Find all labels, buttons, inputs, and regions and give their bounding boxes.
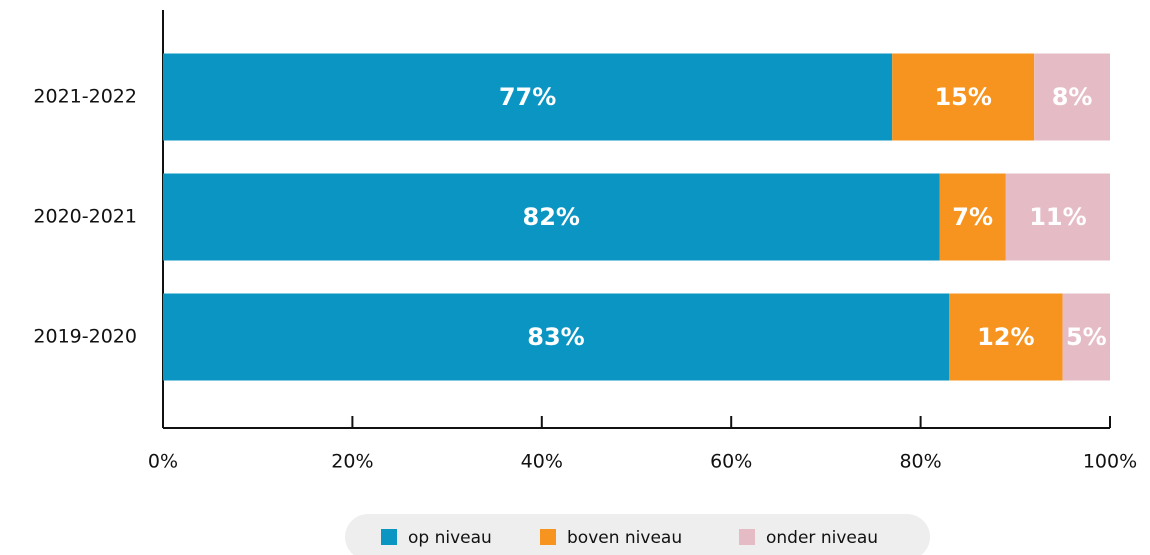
y-tick-label: 2020-2021 <box>33 206 137 228</box>
bar-segment <box>163 293 950 381</box>
bar-segment <box>939 173 1006 261</box>
legend-swatch <box>540 529 556 545</box>
bar-segment <box>163 173 940 261</box>
value-label: 8% <box>1052 83 1093 111</box>
legend-label: boven niveau <box>567 528 682 548</box>
value-label: 83% <box>527 323 584 351</box>
y-tick-label: 2019-2020 <box>33 326 137 348</box>
value-label: 7% <box>952 203 993 231</box>
bar-segment <box>163 53 893 141</box>
bar-segment <box>892 53 1035 141</box>
y-tick-label: 2021-2022 <box>33 86 137 108</box>
bar-segment <box>1034 53 1110 141</box>
legend-swatch <box>739 529 755 545</box>
value-label: 82% <box>523 203 580 231</box>
value-label: 77% <box>499 83 556 111</box>
legend <box>345 514 930 555</box>
legend-swatch <box>381 529 397 545</box>
x-tick-label: 0% <box>148 451 178 473</box>
value-label: 15% <box>934 83 991 111</box>
bar-segment <box>1062 293 1110 381</box>
x-tick-label: 20% <box>331 451 373 473</box>
x-tick-label: 40% <box>521 451 563 473</box>
legend-label: onder niveau <box>766 528 878 548</box>
x-tick-label: 100% <box>1083 451 1137 473</box>
x-tick-label: 60% <box>710 451 752 473</box>
legend-label: op niveau <box>408 528 492 548</box>
value-label: 5% <box>1066 323 1107 351</box>
value-label: 12% <box>977 323 1034 351</box>
bar-segment <box>1005 173 1110 261</box>
bar-segment <box>949 293 1063 381</box>
value-label: 11% <box>1029 203 1086 231</box>
x-tick-label: 80% <box>899 451 941 473</box>
